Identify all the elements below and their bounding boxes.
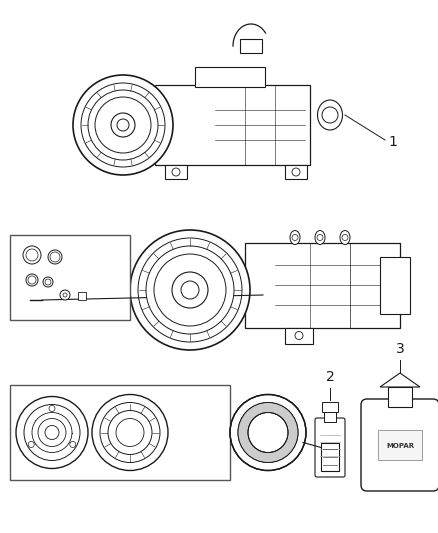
Bar xyxy=(10,235,130,320)
Bar xyxy=(10,385,230,480)
Circle shape xyxy=(48,250,62,264)
Circle shape xyxy=(16,397,88,469)
Circle shape xyxy=(70,441,76,448)
Text: MOPAR: MOPAR xyxy=(386,443,414,449)
Wedge shape xyxy=(238,402,298,463)
Ellipse shape xyxy=(340,230,350,245)
Circle shape xyxy=(32,413,72,453)
Circle shape xyxy=(108,410,152,455)
Circle shape xyxy=(26,249,38,261)
FancyBboxPatch shape xyxy=(315,418,345,477)
Bar xyxy=(378,430,422,460)
Circle shape xyxy=(28,441,34,448)
Bar xyxy=(155,85,310,165)
Bar xyxy=(321,442,339,471)
Text: 3: 3 xyxy=(396,342,404,356)
Circle shape xyxy=(95,97,151,153)
Circle shape xyxy=(111,113,135,137)
Ellipse shape xyxy=(318,100,343,130)
Circle shape xyxy=(92,394,168,471)
Circle shape xyxy=(130,230,250,350)
Circle shape xyxy=(28,276,36,284)
Circle shape xyxy=(63,293,67,297)
Circle shape xyxy=(172,272,208,308)
Circle shape xyxy=(322,107,338,123)
Bar xyxy=(324,410,336,422)
Circle shape xyxy=(81,83,165,167)
Circle shape xyxy=(88,90,158,160)
Circle shape xyxy=(23,246,41,264)
Bar xyxy=(245,243,400,327)
Circle shape xyxy=(38,418,66,447)
Bar xyxy=(285,165,307,179)
Circle shape xyxy=(43,277,53,287)
Bar xyxy=(322,402,338,412)
Circle shape xyxy=(292,168,300,176)
Bar xyxy=(240,39,262,53)
Bar xyxy=(78,292,86,300)
Bar xyxy=(285,327,313,343)
Circle shape xyxy=(26,274,38,286)
Circle shape xyxy=(292,235,298,240)
Circle shape xyxy=(45,425,59,440)
Circle shape xyxy=(154,254,226,326)
Ellipse shape xyxy=(315,230,325,245)
Bar xyxy=(380,257,410,313)
Circle shape xyxy=(49,406,55,411)
Circle shape xyxy=(138,238,242,342)
Ellipse shape xyxy=(290,230,300,245)
Circle shape xyxy=(238,402,298,463)
Circle shape xyxy=(342,235,348,240)
Circle shape xyxy=(295,332,303,340)
Circle shape xyxy=(230,394,306,471)
Polygon shape xyxy=(380,373,420,387)
Circle shape xyxy=(116,418,144,447)
Bar xyxy=(388,387,412,407)
Circle shape xyxy=(24,405,80,461)
Circle shape xyxy=(181,281,199,299)
Circle shape xyxy=(100,402,160,463)
FancyBboxPatch shape xyxy=(361,399,438,491)
Circle shape xyxy=(172,168,180,176)
Circle shape xyxy=(146,246,234,334)
Bar xyxy=(195,67,265,87)
Circle shape xyxy=(317,235,323,240)
Bar xyxy=(165,165,187,179)
Circle shape xyxy=(73,75,173,175)
Circle shape xyxy=(50,252,60,262)
Circle shape xyxy=(45,279,51,285)
Circle shape xyxy=(117,119,129,131)
Circle shape xyxy=(60,290,70,300)
Circle shape xyxy=(248,413,288,453)
Text: 2: 2 xyxy=(325,370,334,384)
Text: 1: 1 xyxy=(388,135,397,149)
